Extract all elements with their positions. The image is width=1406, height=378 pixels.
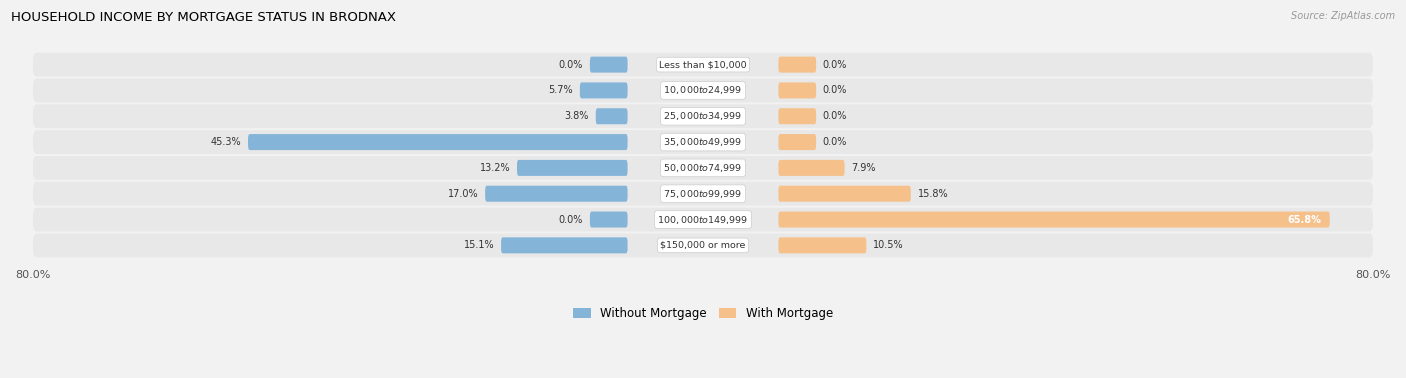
Text: 0.0%: 0.0% (823, 111, 848, 121)
FancyBboxPatch shape (32, 79, 1374, 102)
Text: $50,000 to $74,999: $50,000 to $74,999 (664, 162, 742, 174)
FancyBboxPatch shape (517, 160, 627, 176)
Text: 15.8%: 15.8% (918, 189, 948, 199)
FancyBboxPatch shape (32, 234, 1374, 257)
Legend: Without Mortgage, With Mortgage: Without Mortgage, With Mortgage (574, 307, 832, 320)
Text: $100,000 to $149,999: $100,000 to $149,999 (658, 214, 748, 226)
Text: 7.9%: 7.9% (851, 163, 876, 173)
Text: 0.0%: 0.0% (558, 215, 583, 225)
FancyBboxPatch shape (779, 82, 815, 98)
Text: 17.0%: 17.0% (449, 189, 478, 199)
Text: 13.2%: 13.2% (479, 163, 510, 173)
FancyBboxPatch shape (32, 104, 1374, 128)
Text: $35,000 to $49,999: $35,000 to $49,999 (664, 136, 742, 148)
Text: 5.7%: 5.7% (548, 85, 574, 95)
FancyBboxPatch shape (485, 186, 627, 202)
Text: $25,000 to $34,999: $25,000 to $34,999 (664, 110, 742, 122)
Text: HOUSEHOLD INCOME BY MORTGAGE STATUS IN BRODNAX: HOUSEHOLD INCOME BY MORTGAGE STATUS IN B… (11, 11, 396, 24)
Text: 15.1%: 15.1% (464, 240, 495, 250)
FancyBboxPatch shape (779, 57, 815, 73)
FancyBboxPatch shape (591, 212, 627, 228)
Text: 3.8%: 3.8% (565, 111, 589, 121)
FancyBboxPatch shape (32, 156, 1374, 180)
Text: 10.5%: 10.5% (873, 240, 904, 250)
Text: 45.3%: 45.3% (211, 137, 242, 147)
FancyBboxPatch shape (779, 237, 866, 253)
FancyBboxPatch shape (779, 108, 815, 124)
Text: 65.8%: 65.8% (1288, 215, 1322, 225)
Text: 0.0%: 0.0% (823, 85, 848, 95)
Text: $75,000 to $99,999: $75,000 to $99,999 (664, 188, 742, 200)
FancyBboxPatch shape (779, 186, 911, 202)
FancyBboxPatch shape (501, 237, 627, 253)
FancyBboxPatch shape (32, 53, 1374, 76)
FancyBboxPatch shape (247, 134, 627, 150)
FancyBboxPatch shape (779, 134, 815, 150)
Text: $10,000 to $24,999: $10,000 to $24,999 (664, 84, 742, 96)
Text: $150,000 or more: $150,000 or more (661, 241, 745, 250)
FancyBboxPatch shape (32, 208, 1374, 231)
FancyBboxPatch shape (779, 160, 845, 176)
Text: 0.0%: 0.0% (558, 60, 583, 70)
FancyBboxPatch shape (32, 130, 1374, 154)
FancyBboxPatch shape (32, 182, 1374, 206)
FancyBboxPatch shape (591, 57, 627, 73)
FancyBboxPatch shape (779, 212, 1330, 228)
FancyBboxPatch shape (579, 82, 627, 98)
FancyBboxPatch shape (596, 108, 627, 124)
Text: Less than $10,000: Less than $10,000 (659, 60, 747, 69)
Text: 0.0%: 0.0% (823, 137, 848, 147)
Text: 0.0%: 0.0% (823, 60, 848, 70)
Text: Source: ZipAtlas.com: Source: ZipAtlas.com (1291, 11, 1395, 21)
